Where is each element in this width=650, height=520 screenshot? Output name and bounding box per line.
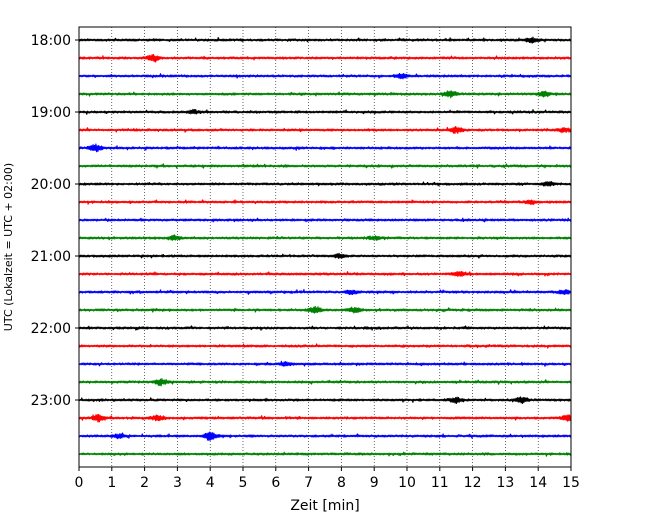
seismogram-trace xyxy=(78,413,572,423)
seismogram-trace xyxy=(78,108,572,115)
y-tick-label: 21:00 xyxy=(31,249,71,265)
seismogram-trace xyxy=(78,36,572,44)
seismogram-trace xyxy=(78,305,572,314)
seismogram-trace xyxy=(78,217,572,223)
seismogram-trace xyxy=(78,125,572,134)
y-tick-label: 23:00 xyxy=(31,393,71,409)
x-axis-label: Zeit [min] xyxy=(290,498,359,514)
seismogram-trace xyxy=(78,252,572,259)
x-tick-label: 12 xyxy=(464,475,482,491)
seismogram-trace xyxy=(78,90,572,99)
seismogram-trace xyxy=(78,143,572,153)
x-tick-label: 2 xyxy=(140,475,149,491)
seismogram-trace xyxy=(78,180,572,187)
x-tick-label: 4 xyxy=(206,475,215,491)
seismogram-trace xyxy=(78,360,572,367)
x-tick-label: 3 xyxy=(173,475,182,491)
plot-frame xyxy=(78,26,572,468)
seismogram-trace xyxy=(78,199,572,206)
seismogram-trace xyxy=(78,343,572,349)
x-tick-label: 11 xyxy=(431,475,449,491)
x-tick-label: 8 xyxy=(337,475,346,491)
seismogram-trace xyxy=(78,53,572,63)
x-tick-label: 9 xyxy=(370,475,379,491)
x-tick-label: 15 xyxy=(562,475,580,491)
seismogram-trace xyxy=(78,289,572,296)
x-tick-label: 7 xyxy=(304,475,313,491)
seismogram-trace xyxy=(78,451,572,457)
traces xyxy=(78,36,572,457)
seismogram-trace xyxy=(78,378,572,387)
seismogram-trace xyxy=(78,270,572,277)
x-tick-label: 1 xyxy=(107,475,116,491)
seismogram-trace xyxy=(78,72,572,80)
x-tick-label: 0 xyxy=(75,475,84,491)
seismogram-trace xyxy=(78,234,572,241)
x-tick-label: 14 xyxy=(529,475,547,491)
seismogram-trace xyxy=(78,431,572,442)
grid xyxy=(111,27,539,467)
x-tick-label: 10 xyxy=(398,475,416,491)
seismogram-trace xyxy=(78,396,572,405)
x-axis: 0 1 2 3 4 5 6 7 8 9 10 11 12 13 14 15 xyxy=(75,467,580,491)
x-tick-label: 13 xyxy=(496,475,514,491)
y-axis: 18:00 19:00 20:00 21:00 22:00 23:00 xyxy=(31,33,79,409)
x-tick-label: 6 xyxy=(271,475,280,491)
x-tick-label: 5 xyxy=(239,475,248,491)
y-tick-label: 19:00 xyxy=(31,105,71,121)
y-tick-label: 22:00 xyxy=(31,321,71,337)
seismogram-trace xyxy=(78,325,572,331)
seismogram-trace xyxy=(78,163,572,169)
y-tick-label: 18:00 xyxy=(31,33,71,49)
y-axis-label: UTC (Lokalzeit = UTC + 02:00) xyxy=(2,163,15,331)
y-tick-label: 20:00 xyxy=(31,177,71,193)
